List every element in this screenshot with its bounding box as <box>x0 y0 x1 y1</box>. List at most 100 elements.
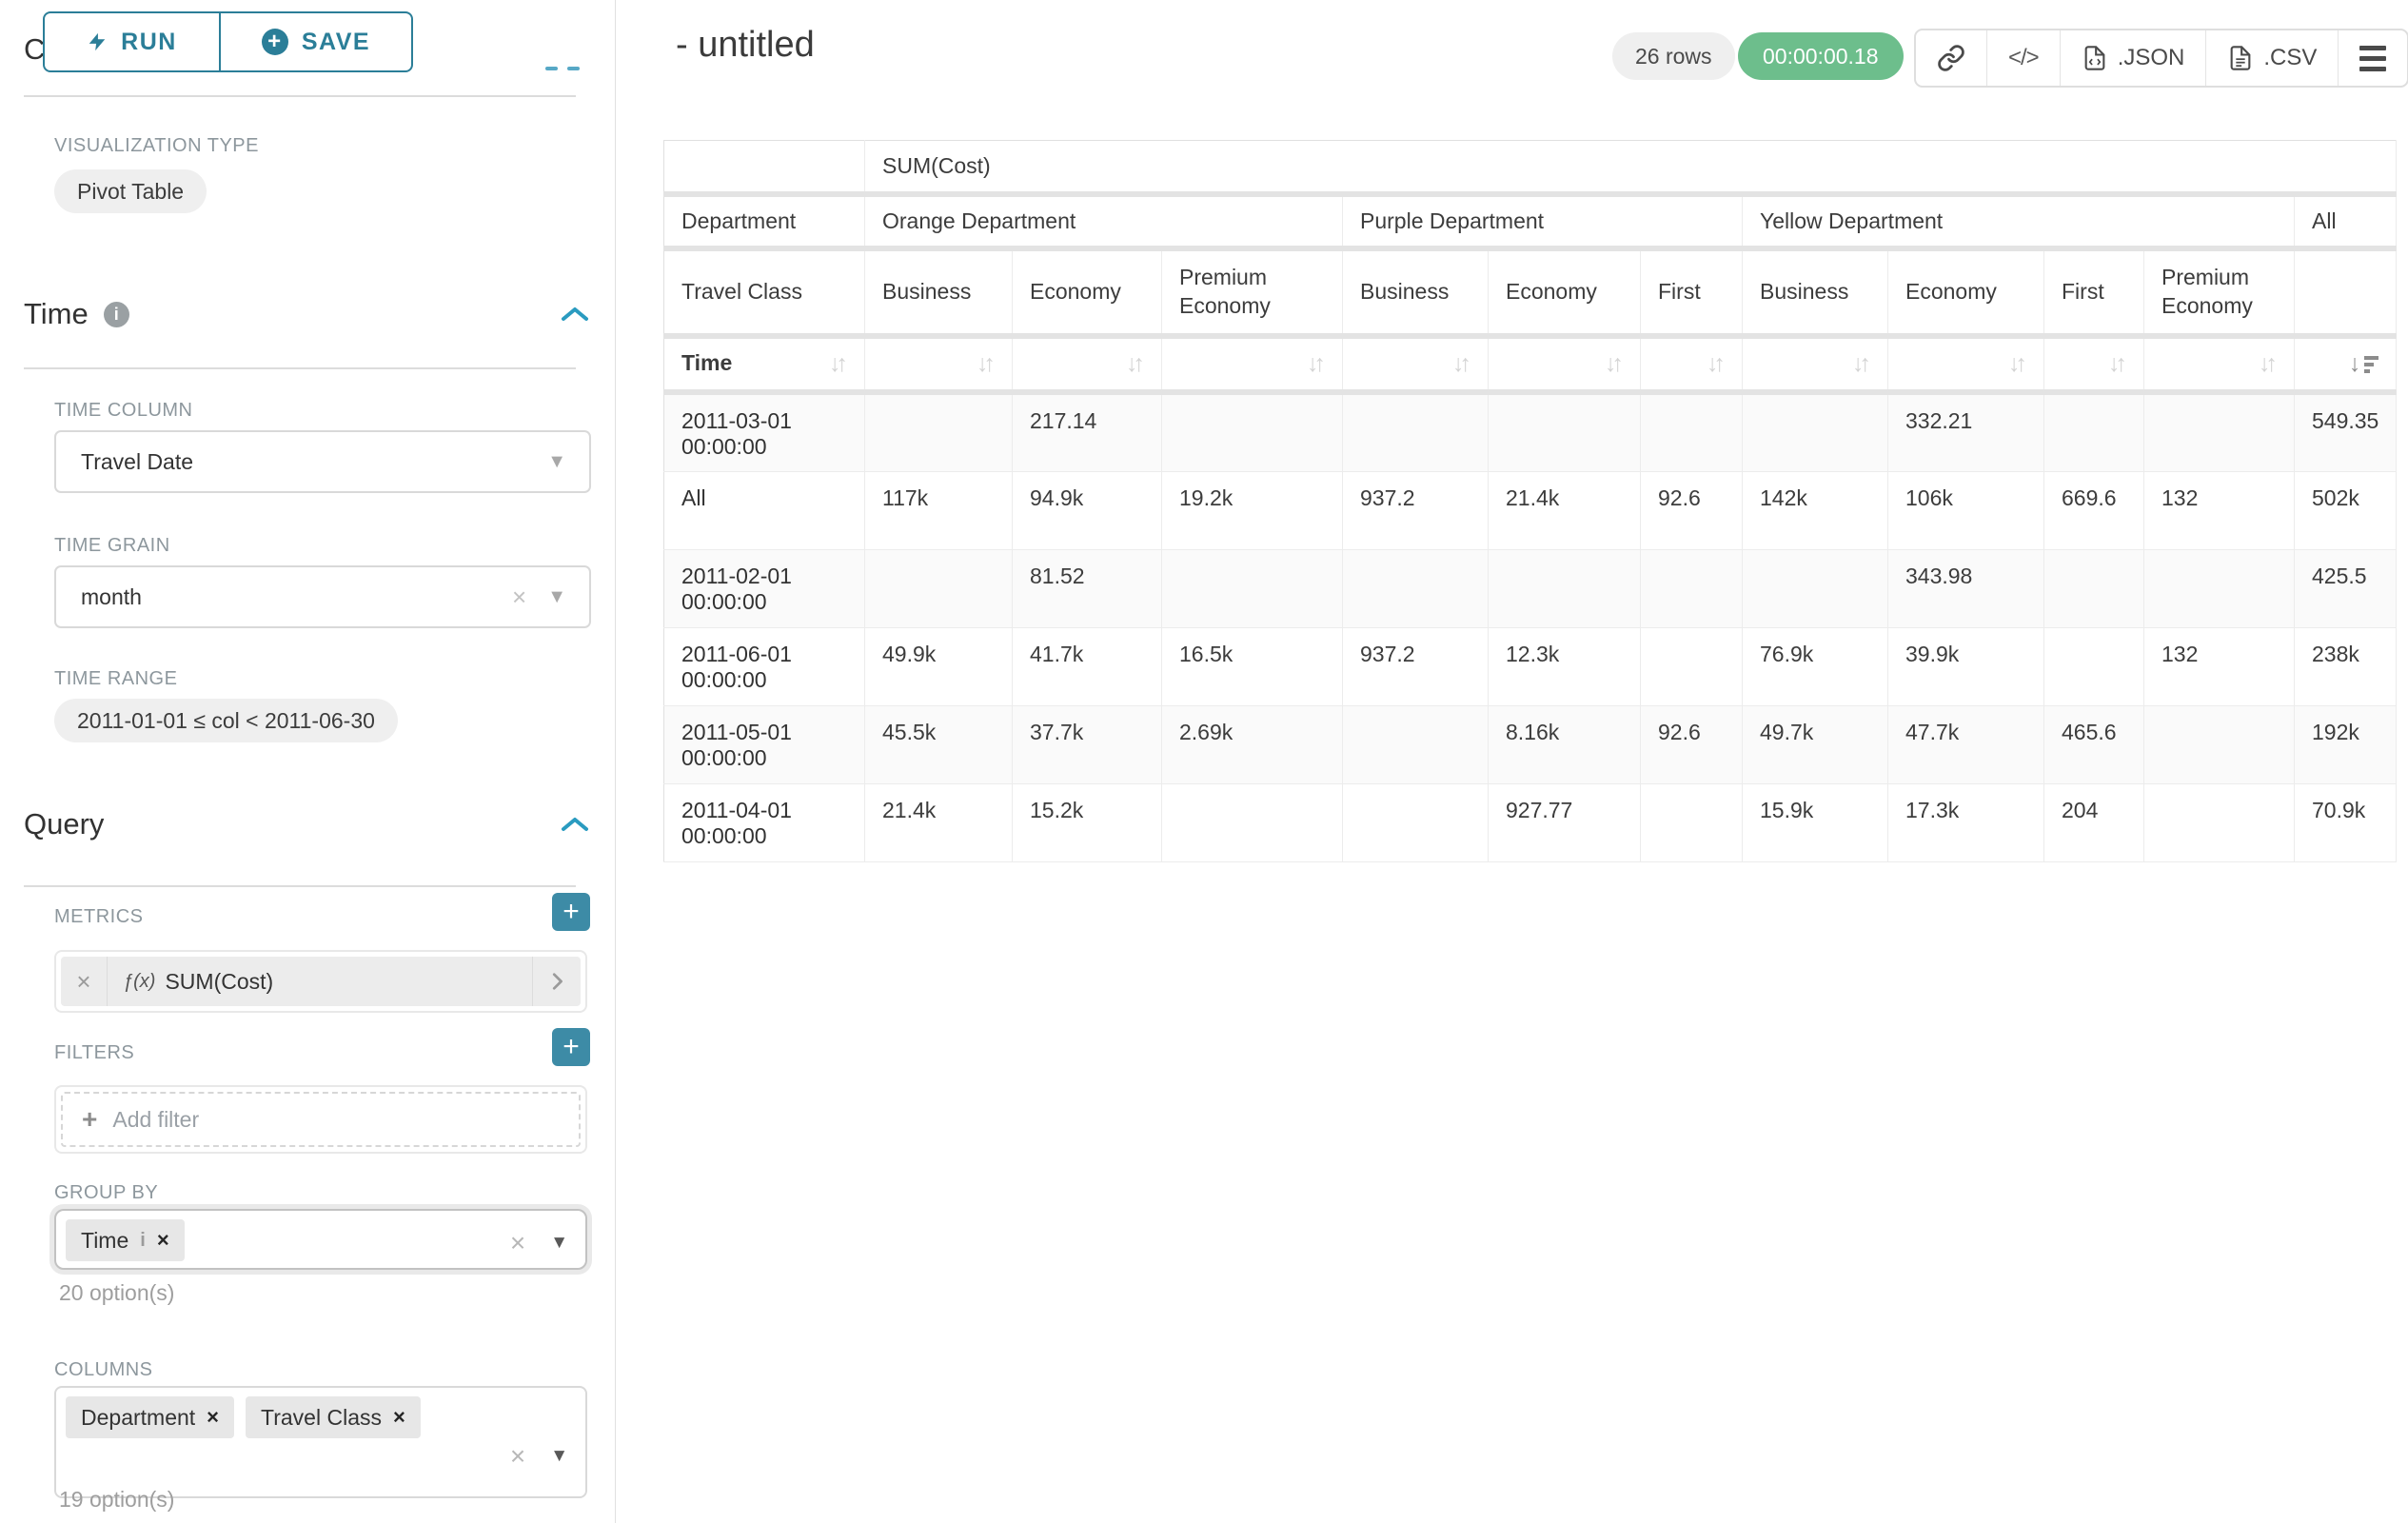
metric-header-cell: SUM(Cost) <box>864 140 2398 197</box>
plus-circle-icon: + <box>261 29 288 55</box>
save-button[interactable]: + SAVE <box>220 11 413 72</box>
data-cell <box>2043 549 2144 628</box>
column-sort-header[interactable]: ↓ <box>2294 335 2398 395</box>
sort-icon[interactable]: ↓↑ <box>1707 349 1726 377</box>
add-filter-text: Add filter <box>112 1106 200 1132</box>
sort-icon[interactable]: ↓↑ <box>1307 349 1326 377</box>
chevron-down-icon[interactable]: ▼ <box>550 1446 568 1466</box>
time-sort-header[interactable]: ↓↑ Time <box>663 335 865 395</box>
tag-label: Time <box>81 1227 129 1253</box>
link-icon <box>1938 45 1964 71</box>
data-cell: 343.98 <box>1887 549 2044 628</box>
data-cell: 238k <box>2294 627 2398 706</box>
corner-cell <box>663 140 865 197</box>
sort-icon[interactable]: ↓↑ <box>2259 349 2278 377</box>
travel-class-header: First <box>2043 247 2144 339</box>
data-cell: 937.2 <box>1342 627 1489 706</box>
travel-class-header: First <box>1640 247 1743 339</box>
clear-icon[interactable]: × <box>509 1441 526 1471</box>
collapse-section-icon[interactable] <box>560 305 590 324</box>
time-range-pill[interactable]: 2011-01-01 ≤ col < 2011-06-30 <box>54 699 398 742</box>
sort-icon[interactable]: ↓↑ <box>2108 349 2127 377</box>
data-cell <box>2143 391 2295 472</box>
remove-tag-icon[interactable]: × <box>156 1228 169 1252</box>
remove-tag-icon[interactable]: × <box>392 1405 405 1429</box>
time-column-select[interactable]: Travel Date ▼ <box>54 430 591 493</box>
column-sort-header[interactable]: ↓↑ <box>2143 335 2295 395</box>
embed-code-button[interactable]: </> <box>1987 30 2061 86</box>
metric-control: × ƒ(x) SUM(Cost) <box>54 950 587 1013</box>
time-section-heading: Time i <box>24 297 129 331</box>
info-icon[interactable]: i <box>103 301 129 327</box>
data-cell <box>1640 783 1743 862</box>
copy-link-button[interactable] <box>1916 30 1987 86</box>
data-cell <box>2043 391 2144 472</box>
collapsed-control-dot <box>567 67 580 70</box>
chevron-down-icon[interactable]: ▼ <box>550 1233 568 1253</box>
data-cell <box>1742 391 1888 472</box>
add-filter-dropzone[interactable]: + Add filter <box>61 1092 581 1147</box>
data-cell: 106k <box>1887 471 2044 550</box>
visualization-type-pill[interactable]: Pivot Table <box>54 169 207 213</box>
metrics-label: METRICS <box>54 906 144 927</box>
column-sort-header[interactable]: ↓↑ <box>2043 335 2144 395</box>
data-cell: 937.2 <box>1342 471 1489 550</box>
data-cell <box>1161 549 1343 628</box>
sort-icon[interactable]: ↓↑ <box>1605 349 1624 377</box>
group-by-select[interactable]: Time i × × ▼ <box>54 1209 587 1270</box>
column-sort-header[interactable]: ↓↑ <box>1161 335 1343 395</box>
data-cell: 39.9k <box>1887 627 2044 706</box>
add-metric-button[interactable]: + <box>552 893 590 931</box>
clear-icon[interactable]: × <box>512 582 527 611</box>
sort-icon[interactable]: ↓↑ <box>2008 349 2027 377</box>
sort-icon[interactable]: ↓↑ <box>977 349 996 377</box>
time-grain-select[interactable]: month × ▼ <box>54 565 591 628</box>
columns-options-hint: 19 option(s) <box>59 1487 175 1512</box>
sort-icon[interactable]: ↓↑ <box>829 349 848 377</box>
column-sort-header[interactable]: ↓↑ <box>1012 335 1162 395</box>
remove-metric-icon[interactable]: × <box>61 957 108 1006</box>
sort-icon[interactable]: ↓↑ <box>1852 349 1871 377</box>
column-sort-header[interactable]: ↓↑ <box>1488 335 1641 395</box>
column-sort-header[interactable]: ↓↑ <box>1640 335 1743 395</box>
data-cell <box>1342 783 1489 862</box>
travel-class-header: Economy <box>1488 247 1641 339</box>
department-group-header: Orange Department <box>864 193 1343 251</box>
add-filter-button[interactable]: + <box>552 1028 590 1066</box>
time-grain-label: TIME GRAIN <box>54 535 170 556</box>
chart-title[interactable]: - untitled <box>676 25 815 65</box>
sort-icon[interactable]: ↓↑ <box>1452 349 1471 377</box>
column-sort-header[interactable]: ↓↑ <box>1342 335 1489 395</box>
expand-metric-icon[interactable] <box>532 957 581 1006</box>
data-cell <box>2143 705 2295 784</box>
row-time-label: 2011-03-01 00:00:00 <box>663 391 865 472</box>
run-button-label: RUN <box>121 28 177 55</box>
more-options-button[interactable] <box>2339 30 2407 86</box>
column-sort-header[interactable]: ↓↑ <box>1742 335 1888 395</box>
export-csv-button[interactable]: .CSV <box>2206 30 2339 86</box>
data-cell: 332.21 <box>1887 391 2044 472</box>
clear-icon[interactable]: × <box>509 1228 526 1257</box>
travel-class-axis-label: Travel Class <box>663 247 865 339</box>
collapse-section-icon[interactable] <box>560 815 590 834</box>
export-json-button[interactable]: .JSON <box>2061 30 2207 86</box>
table-row: 2011-06-01 00:00:00 49.9k 41.7k 16.5k 937.2 1… <box>663 627 2398 706</box>
run-button[interactable]: RUN <box>43 11 220 72</box>
sort-descending-icon[interactable]: ↓ <box>2349 351 2379 376</box>
divider <box>24 367 576 369</box>
columns-tag: Travel Class × <box>246 1396 421 1438</box>
columns-select[interactable]: Department × Travel Class × × ▼ <box>54 1386 587 1498</box>
data-cell <box>1342 391 1489 472</box>
column-sort-header[interactable]: ↓↑ <box>864 335 1013 395</box>
info-icon[interactable]: i <box>140 1229 146 1251</box>
data-cell <box>1488 391 1641 472</box>
data-cell: 2.69k <box>1161 705 1343 784</box>
travel-class-header <box>2294 247 2398 339</box>
csv-file-icon <box>2231 46 2251 70</box>
column-sort-header[interactable]: ↓↑ <box>1887 335 2044 395</box>
sort-icon[interactable]: ↓↑ <box>1126 349 1145 377</box>
data-cell: 217.14 <box>1012 391 1162 472</box>
control-panel-sidebar: Chart Type RUN + SAVE VISUALIZATION TYPE… <box>0 0 616 1523</box>
metric-pill[interactable]: × ƒ(x) SUM(Cost) <box>61 957 581 1006</box>
remove-tag-icon[interactable]: × <box>207 1405 220 1429</box>
